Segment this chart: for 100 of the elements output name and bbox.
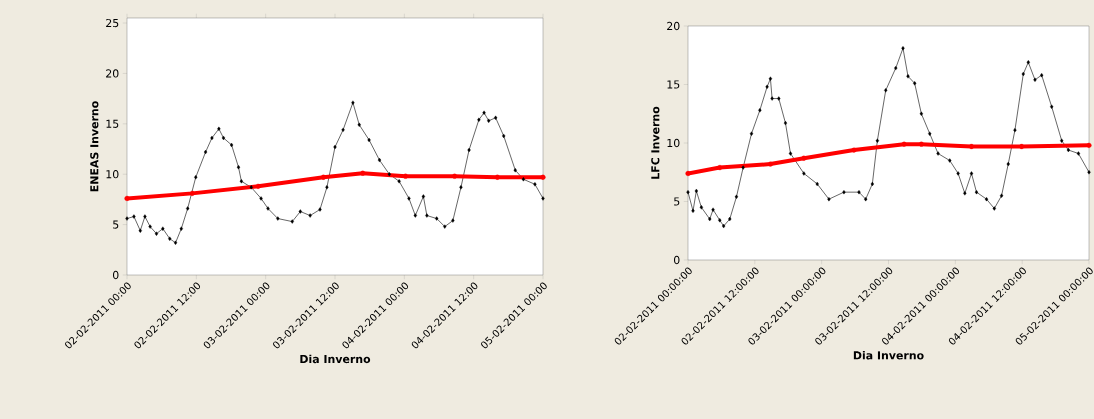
point [154,231,159,236]
point [125,216,129,221]
point [533,182,537,187]
point [984,197,989,202]
point [1076,151,1081,156]
point [467,147,471,153]
y-tick-label: 0 [112,270,119,280]
y-tick-label: 20 [106,69,119,78]
point [1026,60,1030,65]
y-tick-label: 5 [674,197,680,206]
point [540,174,546,180]
y-tick-label: 10 [667,138,680,148]
point [968,143,975,150]
point [691,208,695,213]
point [255,183,261,189]
point [767,161,773,167]
y-tick-label: 15 [106,119,119,128]
point [452,173,458,179]
point [722,223,726,229]
point [956,171,960,176]
y-tick-label: 10 [106,170,119,179]
y-tick-label: 5 [113,220,119,229]
point [901,141,907,147]
y-axis-title: LFC Inverno [651,106,660,179]
y-tick-label: 15 [667,80,680,89]
point [421,194,426,199]
point [513,168,517,173]
point [320,174,326,180]
point [711,207,715,212]
point [992,206,996,211]
point [758,108,762,113]
point [728,216,732,222]
point [229,142,234,148]
point [138,228,142,233]
point [186,206,190,211]
point [203,149,208,155]
point [963,191,967,196]
x-axis-title: Dia Inverno [300,354,371,364]
point [217,126,221,131]
point [770,96,774,101]
point [741,165,745,170]
point [266,206,270,211]
point [387,172,391,177]
point [694,188,699,194]
point [521,177,526,182]
point [827,197,831,202]
point [842,189,846,195]
point [459,185,463,190]
point [360,170,366,176]
point [749,131,754,136]
point [148,224,152,229]
y-tick-label: 0 [673,255,680,265]
point [815,181,819,187]
point [367,137,371,143]
point [124,195,130,201]
point [864,197,868,202]
point [768,76,773,81]
point [870,181,874,187]
point [179,226,183,231]
point [161,226,165,231]
point [851,147,857,153]
point [734,194,739,199]
point [894,65,898,71]
point [686,189,690,195]
point [477,117,481,122]
point [173,240,178,245]
point [397,179,401,184]
point [717,165,723,171]
point [802,171,806,176]
point [377,157,382,163]
point [351,100,355,105]
point [318,207,322,212]
point [194,175,198,180]
y-tick-label: 25 [106,18,119,28]
point [502,133,506,139]
y-tick-label: 20 [667,21,680,31]
point [974,189,979,195]
y-axis-title: ENEAS Inverno [90,101,99,192]
point [906,74,910,79]
point [913,81,917,86]
point [168,236,172,241]
point [708,216,712,222]
point [290,219,294,224]
point [699,205,704,210]
point [788,151,793,156]
point [298,209,302,214]
point [1087,170,1091,175]
point [494,174,500,180]
point [1066,147,1071,153]
point [221,135,226,141]
point [969,171,974,176]
point [857,189,861,195]
point [357,122,361,127]
point [1040,72,1044,78]
point [801,155,807,161]
point [259,196,263,201]
point [189,190,195,196]
point [443,224,447,229]
point [936,151,940,156]
point [132,214,136,219]
